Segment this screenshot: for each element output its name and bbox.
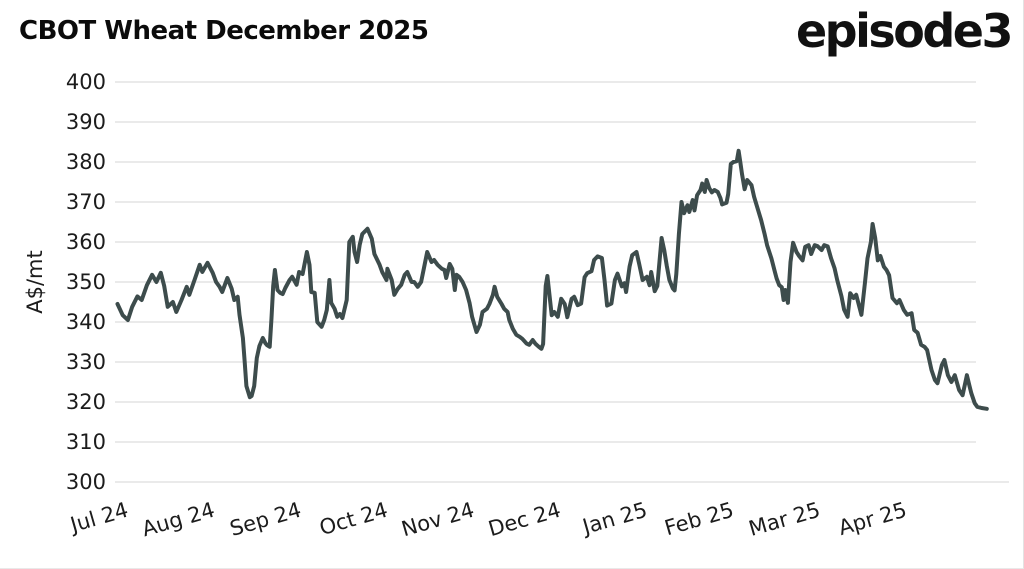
y-tick-label: 360 [66, 230, 106, 254]
gridlines [115, 81, 1009, 483]
y-tick-label: 320 [66, 390, 106, 414]
y-tick-label: 300 [66, 470, 106, 494]
y-tick-label: 400 [66, 70, 106, 94]
x-tick-label: Aug 24 [139, 498, 217, 542]
x-tick-label: Nov 24 [399, 498, 477, 542]
y-tick-label: 370 [66, 190, 106, 214]
y-tick-label: 390 [66, 110, 106, 134]
x-tick-label: Apr 25 [836, 498, 910, 540]
episode3-logo: episode3 [795, 4, 1014, 58]
x-tick-label: Sep 24 [227, 498, 304, 541]
y-tick-label: 350 [66, 270, 106, 294]
y-tick-label: 340 [66, 310, 106, 334]
x-tick-label: Oct 24 [317, 498, 391, 540]
x-tick-label: Dec 24 [486, 498, 564, 541]
y-tick-label: 310 [66, 430, 106, 454]
x-tick-label: Jul 24 [66, 498, 131, 538]
chart-title: CBOT Wheat December 2025 [19, 16, 429, 46]
x-tick-label: Jan 25 [578, 498, 650, 540]
y-axis-ticks: 400 390 380 370 360 350 340 330 320 310 300 [66, 70, 106, 494]
y-tick-label: 330 [66, 350, 106, 374]
x-tick-label: Feb 25 [662, 498, 736, 541]
x-axis-ticks: Jul 24 Aug 24 Sep 24 Oct 24 Nov 24 Dec 24 Jan … [66, 498, 909, 542]
x-tick-label: Mar 25 [746, 498, 823, 541]
price-line [115, 148, 989, 411]
y-tick-label: 380 [66, 150, 106, 174]
